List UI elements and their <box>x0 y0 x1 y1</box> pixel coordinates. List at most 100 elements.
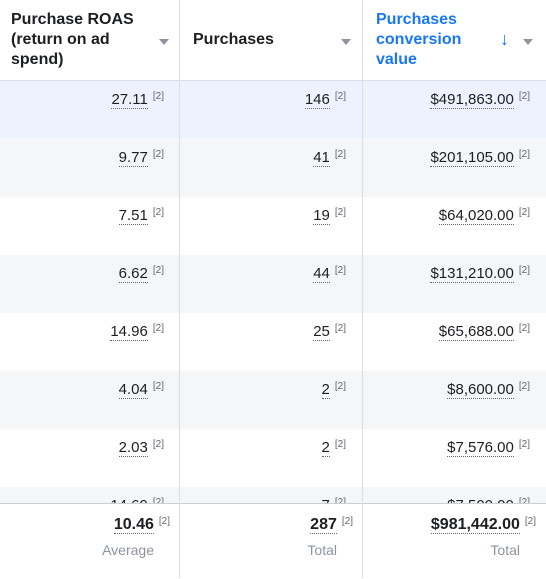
total-label: Average <box>102 542 154 558</box>
footnote-ref[interactable]: [2] <box>152 497 164 503</box>
metric-value[interactable]: $8,600.00 <box>447 381 514 399</box>
cell-purchases: 2 [2] <box>180 371 362 429</box>
footnote-ref[interactable]: [2] <box>334 207 346 218</box>
metric-value[interactable]: 2.03 <box>118 439 148 457</box>
table-row[interactable]: 27.11 [2] 146 [2] $491,863.00 [2] <box>0 81 546 139</box>
metric-value[interactable]: 2 <box>321 439 330 457</box>
footnote-ref[interactable]: [2] <box>518 323 530 334</box>
metric-value[interactable]: $131,210.00 <box>430 265 514 283</box>
metric-value[interactable]: 19 <box>313 207 330 225</box>
table-row[interactable]: 14.96 [2] 25 [2] $65,688.00 [2] <box>0 313 546 371</box>
table-row[interactable]: 14.69 [2] 7 [2] $7,500.00 [2] <box>0 487 546 503</box>
footnote-ref[interactable]: [2] <box>152 323 164 334</box>
cell-purchases: 44 [2] <box>180 255 362 313</box>
metric-value[interactable]: $64,020.00 <box>438 207 514 225</box>
cell-conversion-value: $7,576.00 [2] <box>362 429 546 487</box>
cell-conversion-value: $491,863.00 [2] <box>362 81 546 139</box>
metric-value[interactable]: 4.04 <box>118 381 148 399</box>
metric-value[interactable]: 7 <box>321 497 330 503</box>
column-divider[interactable] <box>362 0 363 578</box>
metric-value[interactable]: 41 <box>313 149 330 167</box>
cell-purchase-roas: 14.69 [2] <box>0 487 180 503</box>
metric-value[interactable]: 14.96 <box>110 323 148 341</box>
footnote-ref[interactable]: [2] <box>518 91 530 102</box>
column-header-label: Purchases <box>193 31 274 48</box>
metric-value[interactable]: 146 <box>304 91 330 109</box>
footnote-ref[interactable]: [2] <box>152 91 164 102</box>
chevron-down-icon[interactable] <box>523 39 533 45</box>
column-header-label: Purchases conversion value <box>376 11 462 68</box>
cell-purchase-roas: 6.62 [2] <box>0 255 180 313</box>
cell-conversion-value: $131,210.00 [2] <box>362 255 546 313</box>
footnote-ref[interactable]: [2] <box>518 265 530 276</box>
cell-conversion-value: $7,500.00 [2] <box>362 487 546 503</box>
metric-value[interactable]: 44 <box>313 265 330 283</box>
total-cell-roas: 10.46 [2] Average <box>0 504 180 579</box>
metric-value[interactable]: $491,863.00 <box>430 91 514 109</box>
footnote-ref[interactable]: [2] <box>152 207 164 218</box>
total-cell-conversion-value: $981,442.00 [2] Total <box>362 504 546 579</box>
footnote-ref[interactable]: [2] <box>334 439 346 450</box>
metric-value[interactable]: $65,688.00 <box>438 323 514 341</box>
cell-purchases: 41 [2] <box>180 139 362 197</box>
footnote-ref[interactable]: [2] <box>152 439 164 450</box>
column-header-purchase-roas[interactable]: Purchase ROAS (return on ad spend) <box>0 0 180 80</box>
table-row[interactable]: 7.51 [2] 19 [2] $64,020.00 [2] <box>0 197 546 255</box>
metric-value[interactable]: $7,576.00 <box>447 439 514 457</box>
footnote-ref[interactable]: [2] <box>152 149 164 160</box>
metric-value[interactable]: 7.51 <box>118 207 148 225</box>
footnote-ref[interactable]: [2] <box>334 149 346 160</box>
footnote-ref[interactable]: [2] <box>334 323 346 334</box>
table-header: Purchase ROAS (return on ad spend) Purch… <box>0 0 546 81</box>
column-header-purchases-conversion-value[interactable]: Purchases conversion value ↓ <box>362 0 546 80</box>
cell-conversion-value: $8,600.00 [2] <box>362 371 546 429</box>
footnote-ref[interactable]: [2] <box>334 91 346 102</box>
total-value[interactable]: 10.46 <box>113 516 154 534</box>
table-footer-totals: 10.46 [2] Average 287 [2] Total $981,442.0… <box>0 503 546 578</box>
footnote-ref[interactable]: [2] <box>518 207 530 218</box>
metric-value[interactable]: 25 <box>313 323 330 341</box>
footnote-ref[interactable]: [2] <box>158 516 170 527</box>
metric-value[interactable]: 9.77 <box>118 149 148 167</box>
total-value[interactable]: 287 <box>310 516 337 534</box>
metric-value[interactable]: $201,105.00 <box>430 149 514 167</box>
total-label: Total <box>307 542 337 558</box>
table-row[interactable]: 4.04 [2] 2 [2] $8,600.00 [2] <box>0 371 546 429</box>
footnote-ref[interactable]: [2] <box>518 149 530 160</box>
metric-value[interactable]: 6.62 <box>118 265 148 283</box>
cell-purchase-roas: 27.11 [2] <box>0 81 180 139</box>
cell-purchases: 19 [2] <box>180 197 362 255</box>
metric-value[interactable]: 2 <box>321 381 330 399</box>
metric-value[interactable]: $7,500.00 <box>447 497 514 503</box>
chevron-down-icon[interactable] <box>159 39 169 45</box>
metric-value[interactable]: 27.11 <box>111 91 148 109</box>
table-row[interactable]: 2.03 [2] 2 [2] $7,576.00 [2] <box>0 429 546 487</box>
table-body: 27.11 [2] 146 [2] $491,863.00 [2] 9.77 [2] 41 [2]… <box>0 81 546 503</box>
footnote-ref[interactable]: [2] <box>152 265 164 276</box>
cell-conversion-value: $65,688.00 [2] <box>362 313 546 371</box>
footnote-ref[interactable]: [2] <box>152 381 164 392</box>
total-value[interactable]: $981,442.00 <box>430 516 520 534</box>
table-row[interactable]: 9.77 [2] 41 [2] $201,105.00 [2] <box>0 139 546 197</box>
footnote-ref[interactable]: [2] <box>341 516 353 527</box>
cell-purchases: 2 [2] <box>180 429 362 487</box>
footnote-ref[interactable]: [2] <box>334 497 346 503</box>
footnote-ref[interactable]: [2] <box>334 265 346 276</box>
chevron-down-icon[interactable] <box>341 39 351 45</box>
footnote-ref[interactable]: [2] <box>518 497 530 503</box>
arrow-down-icon[interactable]: ↓ <box>500 29 509 49</box>
footnote-ref[interactable]: [2] <box>518 381 530 392</box>
total-cell-purchases: 287 [2] Total <box>180 504 362 579</box>
table-row[interactable]: 6.62 [2] 44 [2] $131,210.00 [2] <box>0 255 546 313</box>
cell-purchase-roas: 7.51 [2] <box>0 197 180 255</box>
footnote-ref[interactable]: [2] <box>524 516 536 527</box>
footnote-ref[interactable]: [2] <box>518 439 530 450</box>
column-header-label: Purchase ROAS (return on ad spend) <box>11 11 134 68</box>
cell-purchase-roas: 2.03 [2] <box>0 429 180 487</box>
column-divider[interactable] <box>179 0 180 578</box>
footnote-ref[interactable]: [2] <box>334 381 346 392</box>
cell-purchase-roas: 14.96 [2] <box>0 313 180 371</box>
metric-value[interactable]: 14.69 <box>110 497 148 503</box>
column-header-purchases[interactable]: Purchases <box>180 0 362 80</box>
